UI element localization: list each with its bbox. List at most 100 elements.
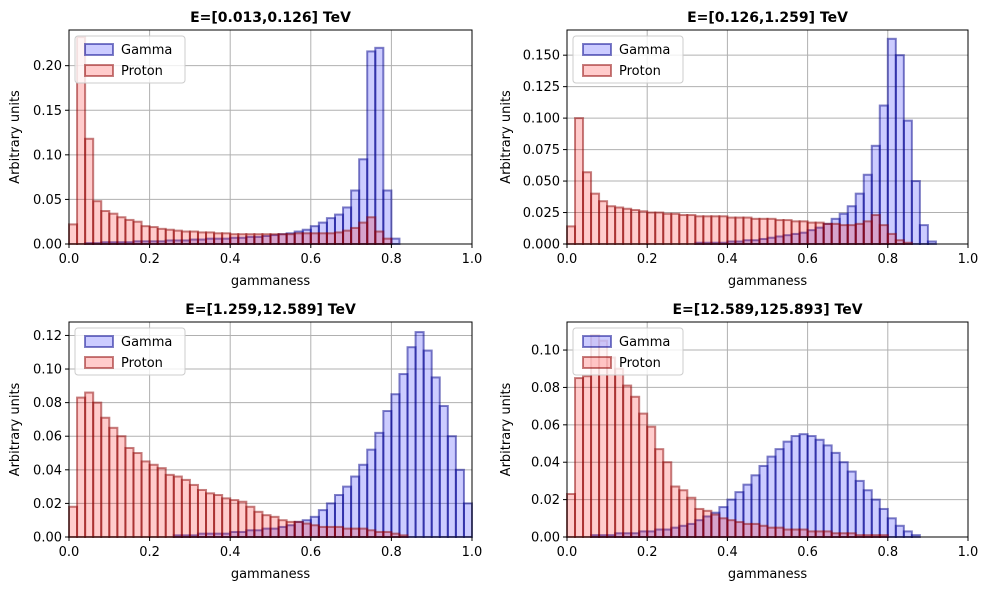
y-tick-label: 0.08 [531,381,560,396]
gamma-bar [886,517,897,538]
gamma-bar [366,50,377,246]
proton-bar [886,232,897,246]
proton-bar [100,416,111,538]
proton-bar [172,475,183,538]
proton-bar [854,222,865,246]
proton-bar [237,500,248,538]
y-tick-label: 0.12 [33,329,62,344]
legend-label: Gamma [619,43,670,58]
proton-bar [196,231,208,246]
proton-bar [245,233,256,245]
proton-bar [638,412,649,539]
proton-bar [213,494,224,538]
legend-swatch-gamma [84,43,114,56]
gamma-bar [886,37,897,245]
legend-swatch-gamma [582,335,612,348]
proton-bar [614,367,625,538]
proton-bar [205,492,216,538]
proton-bar [742,216,753,246]
proton-bar [798,220,809,245]
legend-label: Proton [121,356,163,371]
proton-bar [582,171,593,245]
proton-bar [269,233,280,245]
proton-bar [566,225,577,245]
proton-bar [100,210,111,245]
gamma-bar [870,498,881,539]
x-tick-label: 1.0 [462,252,483,267]
proton-bar [229,499,240,538]
proton-bar [574,377,585,538]
gamma-bar [430,376,441,538]
proton-bar [213,232,224,246]
gamma-bar [806,435,817,539]
proton-bar [68,505,79,538]
y-tick-label: 0.10 [531,344,560,359]
gamma-bar [838,461,849,538]
proton-bar [342,229,353,245]
proton-bar [870,214,881,245]
proton-bar [325,525,336,538]
legend: Gamma Proton [572,327,684,376]
x-tick-label: 0.4 [220,545,241,560]
proton-series [68,36,393,246]
axes-frame [566,321,969,538]
x-tick-label: 0.6 [797,252,818,267]
proton-bar [694,215,705,245]
legend-label: Proton [619,356,661,371]
gamma-bar [382,189,393,245]
legend-box [572,327,684,376]
proton-bar [221,497,232,538]
y-tick-label: 0.20 [33,59,62,74]
proton-bar [277,519,288,538]
proton-bar [702,509,713,538]
proton-bar [333,231,345,246]
proton-bar [350,527,361,538]
x-tick-label: 0.8 [381,545,402,560]
gamma-bar [782,440,793,538]
proton-bar [92,200,103,245]
y-tick-label: 0.10 [33,363,62,378]
proton-bar [694,507,705,538]
x-axis-label: gammaness [231,274,311,289]
proton-bar [750,217,761,246]
subplot-2: 0.0 0.2 0.4 0.6 0.8 1.0 0.000 0.025 0.050 0.075 0.… [499,10,978,289]
proton-bar [108,212,119,245]
proton-bar [710,513,721,539]
proton-bar [196,488,208,538]
proton-bar [838,224,849,245]
proton-bar [253,233,264,245]
y-tick-label: 0.08 [33,396,62,411]
proton-bar [758,217,769,246]
proton-bar [342,527,353,538]
axes-frame [68,321,473,538]
proton-bar [726,216,737,246]
gamma-bar [830,451,841,538]
proton-bar [382,237,393,245]
chart-title: E=[1.259,12.589] TeV [185,302,356,318]
legend-label: Gamma [121,43,172,58]
proton-bar [124,218,135,246]
proton-bar [710,215,721,245]
x-tick-label: 0.6 [300,252,321,267]
proton-bar [790,220,801,245]
proton-bar [766,217,777,246]
gamma-bar [902,119,913,245]
proton-bar [654,448,665,538]
proton-bar [830,222,841,246]
proton-bar [221,232,232,246]
proton-bar [582,375,593,538]
gamma-bar [374,431,385,538]
proton-bar [830,532,841,538]
proton-bar [846,532,857,538]
proton-bar [806,221,817,246]
proton-bar [180,478,191,538]
proton-bar [317,232,328,246]
proton-bar [325,232,336,246]
proton-bar [734,521,745,538]
proton-bar [285,520,296,538]
gamma-series [694,37,937,246]
gamma-bar [790,435,801,539]
proton-bar [662,461,673,538]
proton-bar [662,212,673,246]
proton-bar [108,426,119,538]
